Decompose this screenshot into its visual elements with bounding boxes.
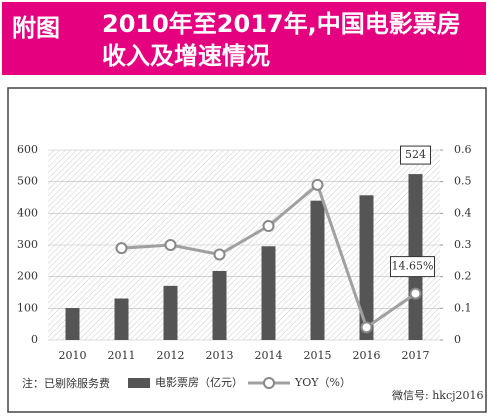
line-marker: [409, 287, 422, 300]
bar: [310, 200, 325, 340]
x-tick-label: 2010: [59, 349, 87, 362]
data-label-box: [400, 145, 431, 165]
line-marker: [311, 178, 324, 191]
annotation: 微信号: hkcj2016: [392, 388, 484, 402]
header-tag: 附图: [12, 14, 60, 42]
y2-tick-label: 0.3: [454, 238, 472, 251]
bar: [163, 285, 178, 340]
x-tick-label: 2012: [157, 349, 185, 362]
y-tick-label: 500: [17, 175, 38, 188]
chart-title: 2010年至2017年,中国电影票房收入及增速情况: [102, 10, 461, 70]
y2-tick-label: 0.4: [454, 206, 472, 219]
line-marker: [262, 220, 275, 232]
legend-label: YOY（%）: [294, 376, 351, 389]
bar: [212, 270, 227, 340]
x-tick-label: 2015: [304, 349, 332, 362]
line-marker: [164, 239, 177, 251]
data-label: 14.65%: [392, 260, 434, 273]
bar: [114, 298, 129, 340]
y2-tick-label: 0.2: [454, 270, 472, 283]
y-tick-label: 600: [17, 143, 38, 156]
line-marker: [360, 321, 373, 334]
y-tick-label: 400: [17, 206, 38, 219]
bar: [359, 195, 374, 340]
y2-tick-label: 0.1: [454, 301, 472, 314]
y-tick-label: 300: [17, 238, 38, 251]
y2-tick-label: 0.6: [454, 143, 472, 156]
data-label-box: [390, 256, 435, 278]
x-tick-label: 2011: [108, 349, 136, 362]
y-tick-label: 200: [17, 270, 38, 283]
y2-tick-label: 0: [454, 333, 461, 346]
y-tick-label: 100: [17, 301, 38, 314]
line-marker: [213, 248, 226, 261]
bar: [65, 308, 80, 340]
legend-label: 电影票房（亿元）: [155, 376, 243, 389]
y2-tick-label: 0.5: [454, 175, 472, 188]
x-tick-label: 2016: [353, 349, 381, 362]
annotation: 注：已剔除服务费: [22, 376, 110, 390]
x-tick-label: 2017: [402, 349, 430, 362]
data-label: 524: [405, 148, 426, 161]
y-tick-label: 0: [31, 333, 38, 346]
x-tick-label: 2014: [255, 349, 283, 362]
header: 附图 2010年至2017年,中国电影票房收入及增速情况: [2, 2, 486, 75]
legend-swatch: [128, 378, 150, 388]
bar: [261, 246, 276, 340]
x-tick-label: 2013: [206, 349, 234, 362]
legend-swatch: [263, 377, 275, 389]
line-marker: [115, 242, 128, 255]
